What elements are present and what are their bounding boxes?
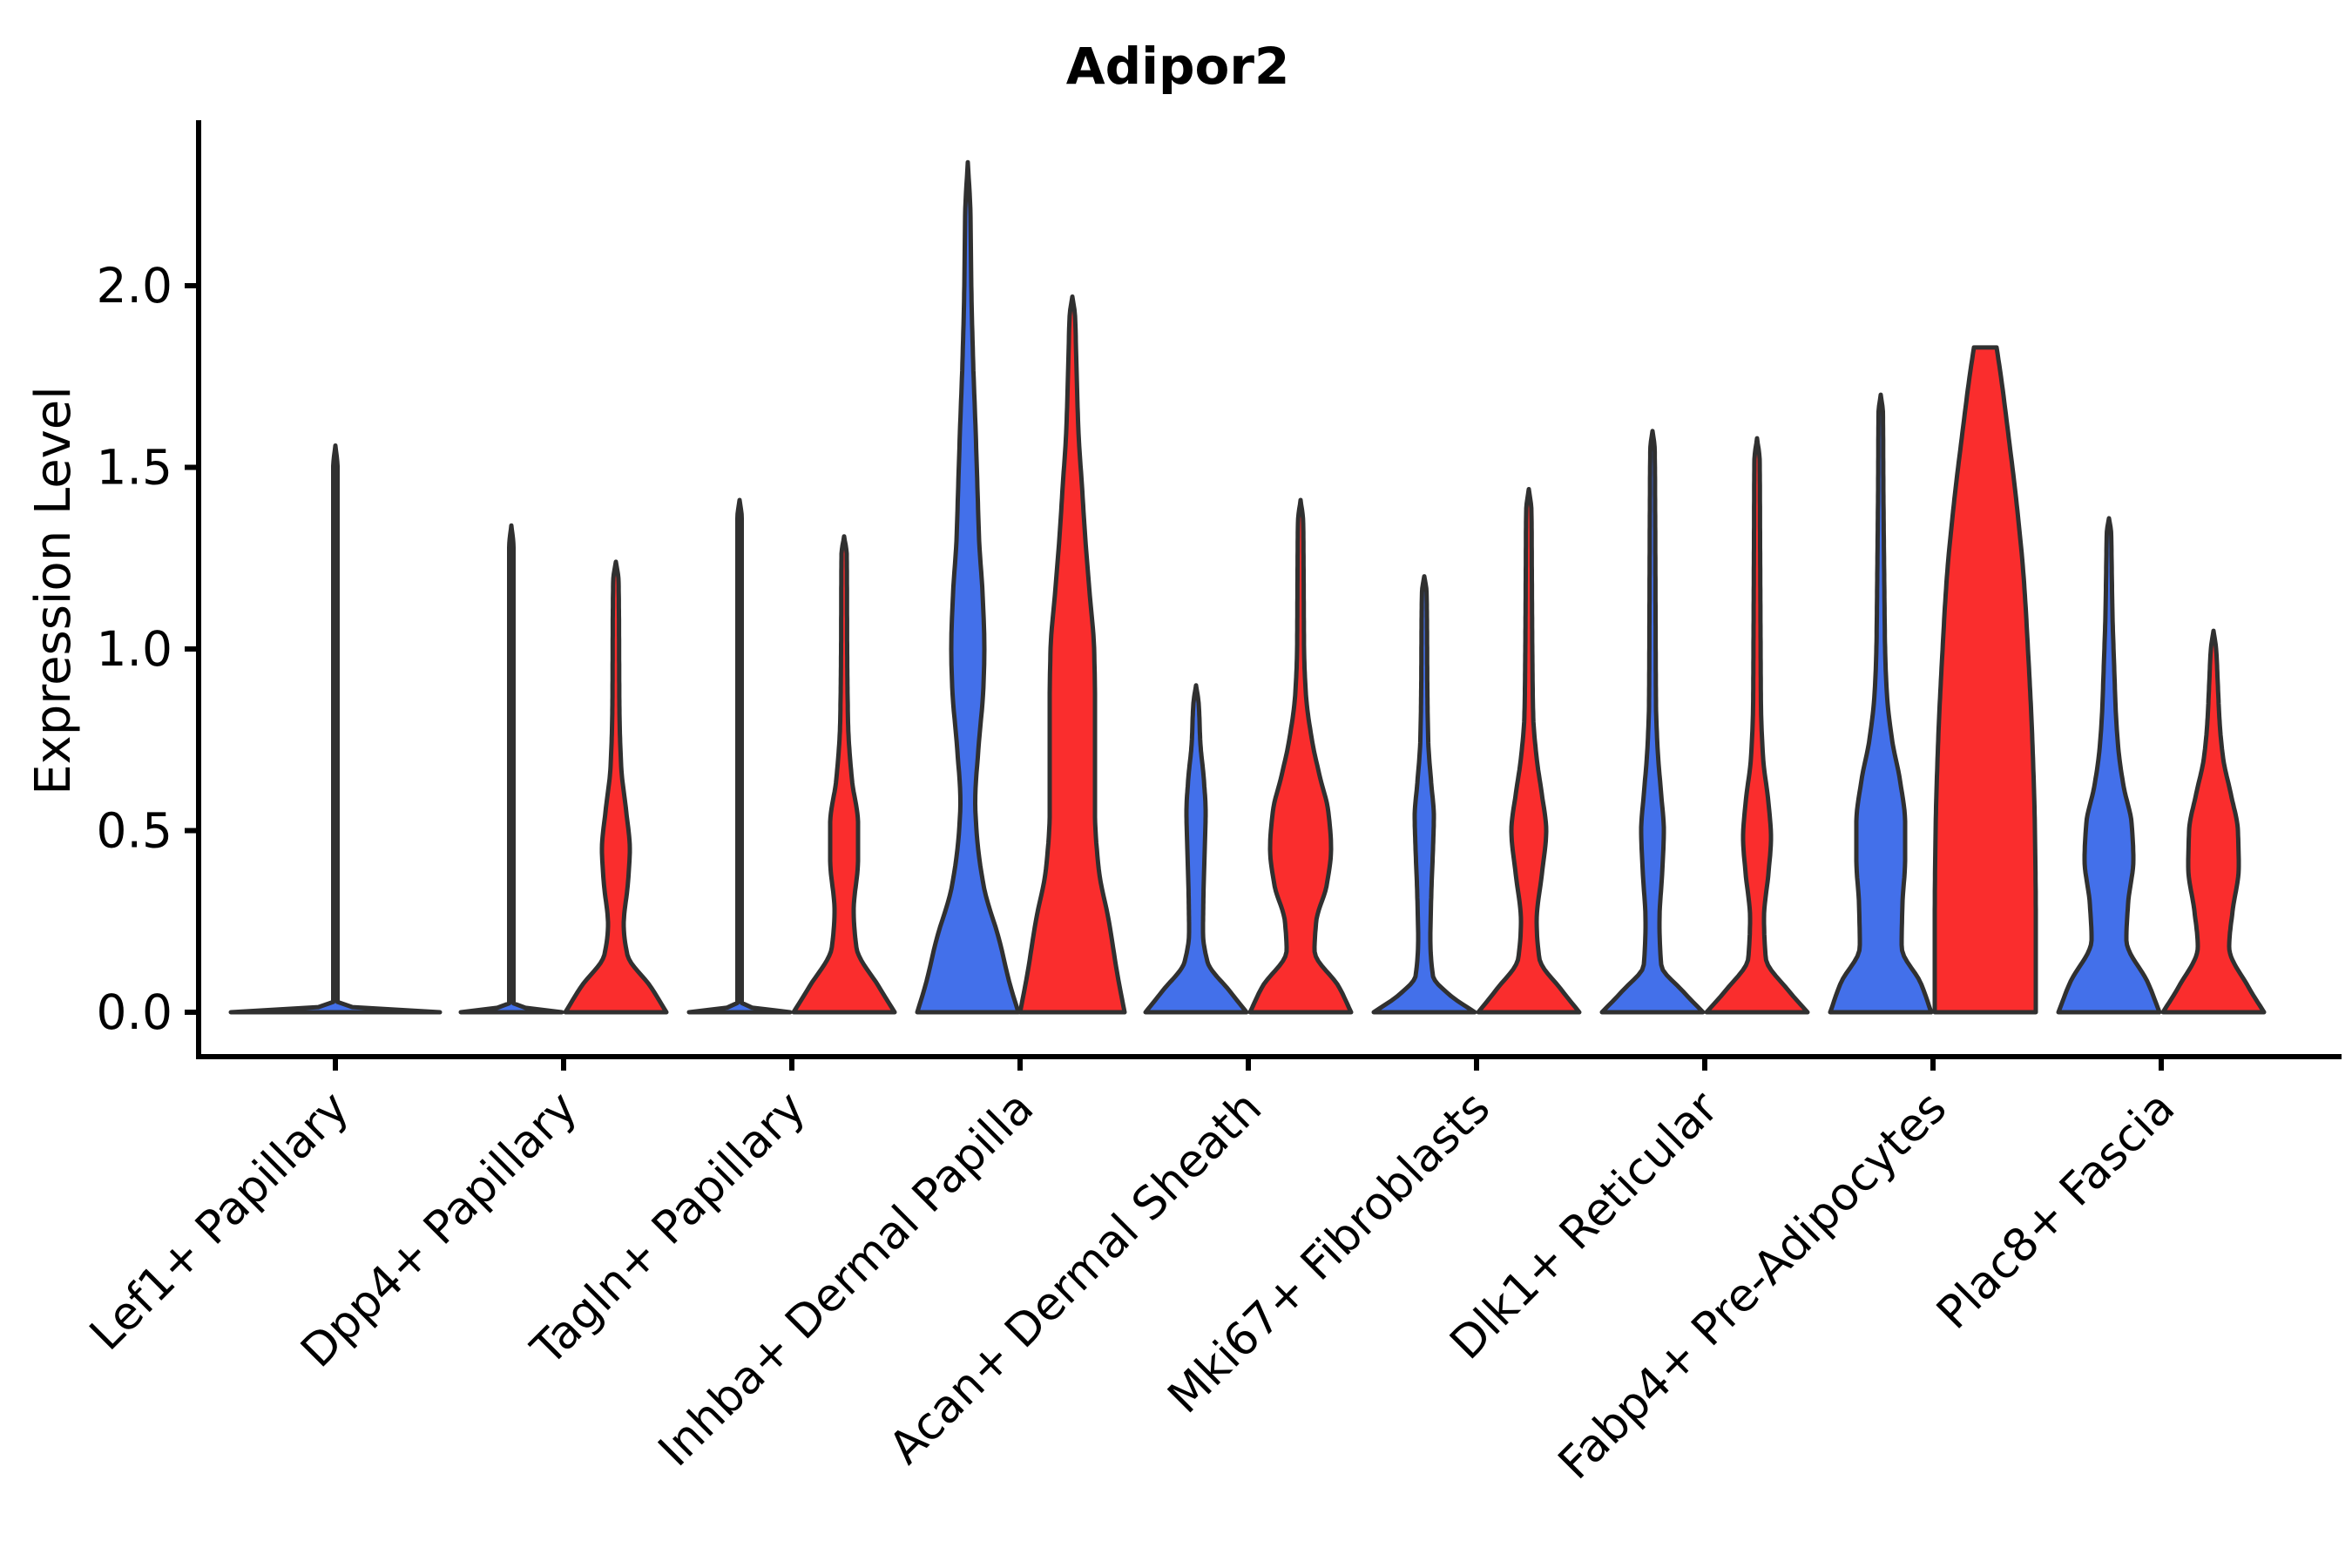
x-tick-label-fabp4-pre-adipocytes: Fabp4+ Pre-Adipocytes [1549, 1082, 1957, 1490]
violin-dlk1-reticular-red [1704, 436, 1810, 1015]
y-tick-label: 0.0 [97, 984, 172, 1040]
violin-lef1-papillary-blue [228, 443, 443, 1015]
violin-plac8-fascia-red [2160, 628, 2267, 1015]
violin-mki67-fibroblasts-blue [1371, 574, 1477, 1015]
x-tick-label-plac8-fascia: Plac8+ Fascia [1927, 1082, 2185, 1340]
violin-dpp4-papillary-red [563, 559, 669, 1015]
x-tick-label-acan-dermal-sheath: Acan+ Dermal Sheath [880, 1082, 1273, 1475]
violin-acan-dermal-sheath-blue [1143, 683, 1249, 1015]
violin-tagln-papillary-red [791, 534, 897, 1015]
y-axis-label: Expression Level [25, 386, 82, 795]
x-tick-label-inhba-dermal-papilla: Inhba+ Dermal Papilla [649, 1082, 1044, 1477]
y-axis: 0.0 0.5 1.0 1.5 2.0 [97, 258, 199, 1040]
y-tick-label: 2.0 [97, 258, 172, 314]
violin-dlk1-reticular-blue [1599, 429, 1706, 1015]
violin-inhba-dermal-papilla-red [1017, 294, 1127, 1015]
violin-dpp4-papillary-blue [458, 523, 564, 1015]
violin-fabp4-pre-adipocytes-red [1932, 345, 2038, 1015]
y-tick-label: 1.0 [97, 621, 172, 677]
violin-fabp4-pre-adipocytes-blue [1828, 392, 1934, 1015]
violin-inhba-dermal-papilla-blue [915, 159, 1021, 1015]
violin-plac8-fascia-blue [2056, 516, 2162, 1015]
violin-acan-dermal-sheath-red [1247, 497, 1354, 1015]
y-tick-label: 0.5 [97, 803, 172, 859]
y-tick-label: 1.5 [97, 440, 172, 496]
violins-layer [228, 159, 2267, 1015]
violin-mki67-fibroblasts-red [1476, 487, 1582, 1015]
violin-tagln-papillary-blue [686, 497, 793, 1015]
chart-title: Adipor2 [1066, 37, 1290, 96]
